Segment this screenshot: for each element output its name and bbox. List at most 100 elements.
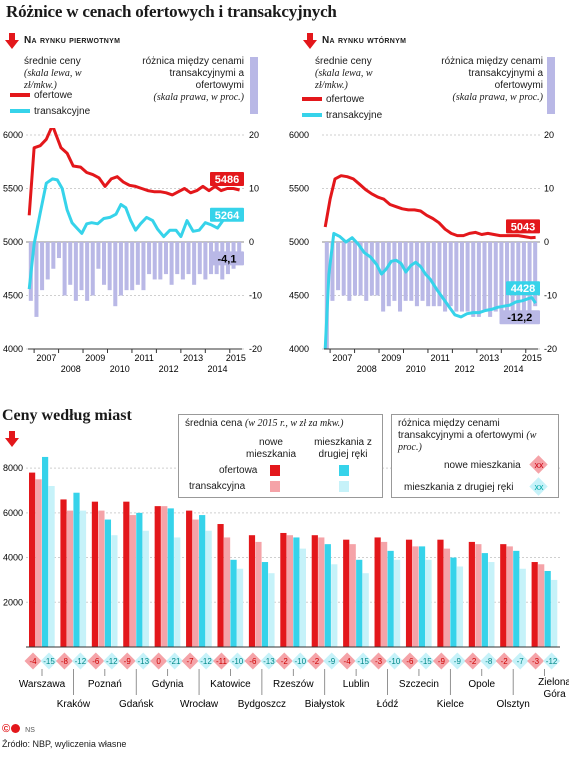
- diamond-new-label: xx: [534, 460, 544, 470]
- cities-chart: 8000 6000 4000 2000 -4 -15 Warszawa -8 -12 Kraków…: [3, 456, 569, 710]
- value-box: [499, 310, 540, 325]
- diff-used-diamond: [103, 652, 121, 670]
- city-label: Lublin: [343, 679, 370, 690]
- diff-new-label: -2: [501, 657, 509, 666]
- secondary-legend-offer: ofertowe: [302, 94, 364, 106]
- x-tick-label: 2015: [226, 353, 246, 363]
- diff-bar: [471, 242, 476, 317]
- y-left-tick-label: 5500: [289, 184, 309, 194]
- x-tick-label: 2014: [208, 364, 228, 374]
- footer-initials: NS: [25, 727, 35, 734]
- diff-new-diamond: [307, 652, 325, 670]
- diff-bar: [369, 242, 374, 296]
- y-right-tick-label: -20: [249, 344, 262, 354]
- bar: [356, 559, 363, 647]
- diff-bar: [482, 242, 487, 312]
- diff-bar: [152, 242, 157, 280]
- diff-bar: [85, 242, 90, 301]
- diff-new-label: -3: [532, 657, 540, 666]
- diff-bar: [448, 242, 453, 307]
- diff-new-diamond: [181, 652, 199, 670]
- diff-bar: [56, 242, 61, 259]
- diff-bar: [96, 242, 101, 269]
- diff-bar: [521, 242, 526, 312]
- bar: [154, 506, 161, 647]
- bar: [255, 541, 262, 647]
- x-tick-label: 2011: [430, 353, 449, 363]
- bar: [73, 492, 80, 647]
- bar: [544, 570, 551, 647]
- diff-new-label: -4: [344, 657, 352, 666]
- primary-legend-right-label: różnica między cenami transakcyjnymi a o…: [142, 56, 244, 91]
- cities-legend-header: średnia cena (w 2015 r., w zł za mkw.): [185, 418, 343, 430]
- y-right-tick-label: 20: [544, 130, 554, 140]
- secondary-legend-left-label: średnie ceny: [315, 56, 372, 67]
- x-tick-label: 2008: [357, 364, 377, 374]
- diff-bar: [527, 242, 532, 312]
- bar: [29, 472, 36, 647]
- y-tick-label: 4000: [3, 553, 23, 563]
- secondary-legend-right-note: (skala prawa, w proc.): [452, 92, 543, 103]
- value-label: -12,2: [507, 312, 532, 324]
- diff-new-diamond: [118, 652, 136, 670]
- diff-bar: [34, 242, 39, 317]
- diff-used-label: -9: [454, 657, 462, 666]
- diff-bar: [381, 242, 386, 312]
- bar: [324, 544, 331, 647]
- diff-used-label: -12: [106, 657, 118, 666]
- bar: [104, 519, 112, 647]
- bar: [500, 544, 507, 647]
- x-tick-label: 2009: [85, 353, 105, 363]
- x-tick-label: 2012: [455, 364, 475, 374]
- secondary-legend-right: różnica między cenami transakcyjnymi a o…: [425, 56, 543, 104]
- diff-bar: [203, 242, 208, 280]
- diff-new-label: -2: [281, 657, 289, 666]
- bar: [456, 566, 464, 647]
- diff-used-label: -15: [43, 657, 55, 666]
- diff-bar: [465, 242, 470, 312]
- secondary-legend-trans-label: transakcyjne: [326, 110, 383, 121]
- bar: [236, 568, 244, 647]
- bar: [481, 553, 488, 647]
- diff-used-label: -12: [75, 657, 87, 666]
- x-tick-label: 2015: [522, 353, 542, 363]
- diff-bar: [130, 242, 135, 291]
- city-label: Bydgoszcz: [238, 699, 286, 710]
- primary-legend-right: różnica między cenami transakcyjnymi a o…: [126, 56, 244, 104]
- bar: [299, 548, 306, 647]
- cities-legend-row-offer: ofertowa: [219, 465, 258, 476]
- diff-bar: [336, 242, 341, 291]
- city-label: Kielce: [437, 699, 465, 710]
- diamond-used-label: xx: [534, 482, 544, 492]
- y-tick-label: 2000: [3, 597, 23, 607]
- y-left-tick-label: 5000: [3, 237, 23, 247]
- diff-new-diamond: [24, 652, 42, 670]
- cities-legend-header-note: (w 2015 r., w zł za mkw.): [245, 418, 344, 429]
- diff-new-diamond: [495, 652, 513, 670]
- bar: [374, 537, 381, 647]
- cities-legend-header-label: średnia cena: [185, 418, 243, 429]
- secondary-legend-offer-label: ofertowe: [326, 94, 365, 105]
- diff-bar: [90, 242, 95, 296]
- diff-used-label: -10: [389, 657, 401, 666]
- cities-legend-diff-note: (w proc.): [398, 430, 537, 453]
- series-line-trans: [27, 177, 240, 290]
- diff-new-label: -11: [216, 657, 228, 666]
- secondary-legend-left-note: (skala lewa, w zł/mkw.): [315, 68, 373, 91]
- y-right-tick-label: 10: [249, 184, 259, 194]
- bar: [280, 532, 287, 647]
- bar: [223, 537, 231, 647]
- primary-legend-diff-swatch: [250, 57, 258, 114]
- bar: [205, 530, 212, 647]
- city-label: Szczecin: [399, 679, 439, 690]
- diff-bar: [398, 242, 403, 312]
- copyright-mark: ©: [2, 723, 11, 735]
- y-right-tick-label: 10: [544, 184, 554, 194]
- y-left-tick-label: 4000: [3, 344, 23, 354]
- bar: [66, 510, 74, 647]
- bar: [142, 530, 149, 647]
- diff-used-label: -10: [232, 657, 244, 666]
- primary-legend-left-label: średnie ceny: [24, 56, 81, 67]
- bar: [405, 539, 413, 647]
- bar: [48, 486, 55, 647]
